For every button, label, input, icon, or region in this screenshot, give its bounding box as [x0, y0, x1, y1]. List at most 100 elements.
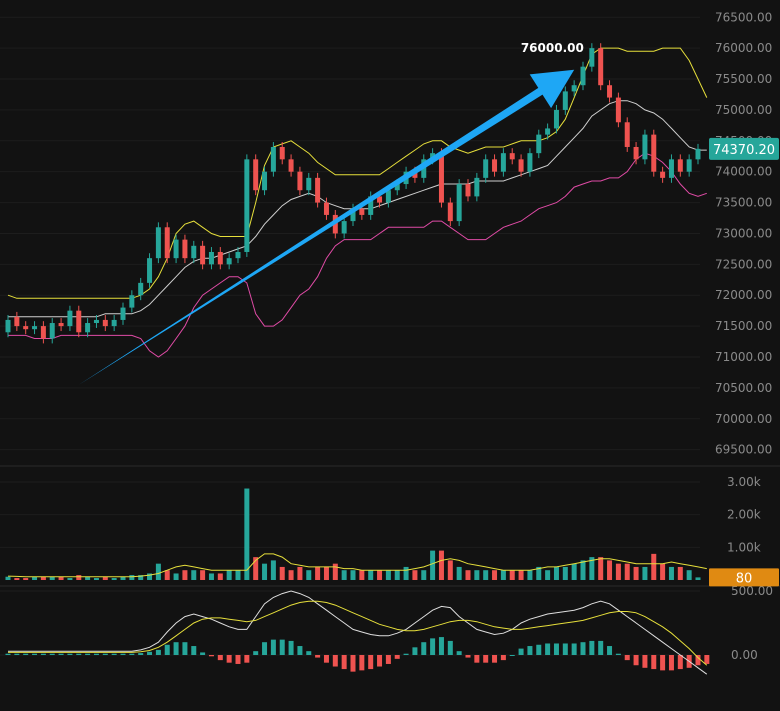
- macd-histogram-bar: [350, 655, 356, 672]
- candle-body: [315, 177, 321, 203]
- macd-histogram-bar: [633, 655, 639, 666]
- macd-histogram-bar: [120, 653, 126, 655]
- macd-histogram-bar: [49, 653, 55, 655]
- candle-body: [182, 239, 188, 259]
- macd-histogram-bar: [598, 640, 604, 655]
- candle-body: [111, 319, 117, 327]
- macd-histogram-bar: [129, 653, 135, 655]
- candle-body: [368, 196, 374, 215]
- candle-body: [492, 159, 498, 172]
- macd-histogram-bar: [253, 651, 259, 655]
- candle-body: [217, 251, 223, 265]
- candle-body: [598, 48, 604, 86]
- macd-histogram-bar: [412, 647, 418, 655]
- volume-bar: [518, 570, 524, 580]
- volume-bar: [438, 550, 444, 580]
- volume-bar: [93, 578, 99, 580]
- candle-body: [323, 202, 329, 215]
- macd-histogram-bar: [589, 640, 595, 655]
- volume-bar: [615, 563, 621, 580]
- candle-body: [447, 202, 453, 222]
- volume-bar: [323, 566, 329, 580]
- volume-bar: [598, 557, 604, 580]
- macd-histogram-bar: [155, 649, 161, 655]
- volume-bar: [102, 576, 108, 580]
- candle-body: [385, 190, 391, 203]
- volume-bar: [589, 557, 595, 580]
- candle-body: [76, 310, 82, 333]
- volume-series: [5, 488, 707, 580]
- macd-histogram-bar: [483, 655, 489, 663]
- price-tick-label: 69500.00: [715, 443, 772, 457]
- candle-body: [412, 171, 418, 178]
- macd-histogram-bar: [147, 651, 153, 655]
- macd-histogram-bar: [651, 655, 657, 670]
- lower-band-line: [8, 152, 707, 358]
- price-axis: 76500.0076000.0075500.0075000.0074500.00…: [715, 10, 773, 662]
- candle-body: [93, 319, 99, 324]
- macd-histogram-bar: [262, 642, 268, 655]
- high-annotation-label: 76000.00: [521, 41, 584, 55]
- macd-tick-label: 500.00: [731, 584, 773, 598]
- candle-body: [288, 159, 294, 172]
- macd-histogram-bar: [465, 655, 471, 658]
- volume-bar: [58, 576, 64, 580]
- volume-bar: [580, 560, 586, 580]
- price-tick-label: 72000.00: [715, 288, 772, 302]
- macd-histogram-bar: [235, 655, 241, 664]
- macd-histogram-bar: [527, 646, 533, 655]
- volume-bar: [288, 570, 294, 580]
- volume-bar: [642, 566, 648, 580]
- macd-histogram-bar: [615, 653, 621, 655]
- macd-histogram-bar: [500, 655, 506, 661]
- macd-histogram-bar: [332, 655, 338, 667]
- volume-bar: [164, 570, 170, 580]
- volume-bar: [633, 566, 639, 580]
- macd-histogram-bar: [288, 640, 294, 655]
- macd-histogram-bar: [518, 648, 524, 655]
- candle-body: [32, 326, 38, 330]
- macd-histogram-bar: [173, 642, 179, 655]
- candlestick-series: [5, 43, 701, 344]
- volume-bar: [686, 570, 692, 580]
- macd-histogram-bar: [5, 653, 11, 655]
- volume-bar: [341, 570, 347, 580]
- price-tick-label: 73000.00: [715, 226, 772, 240]
- volume-bar: [394, 570, 400, 580]
- volume-bar: [465, 570, 471, 580]
- last-volume-tag: 80: [709, 568, 779, 587]
- volume-bar: [677, 566, 683, 580]
- macd-histogram-bar: [226, 655, 232, 663]
- candle-body: [553, 109, 559, 129]
- upper-band-line: [7, 47, 708, 299]
- volume-bar: [562, 566, 568, 580]
- candle-body: [306, 177, 312, 191]
- volume-tick-label: 2.00k: [727, 508, 761, 522]
- volume-bar: [536, 566, 542, 580]
- volume-bar: [500, 570, 506, 580]
- price-tick-label: 76500.00: [715, 10, 772, 24]
- volume-bar: [651, 553, 657, 580]
- volume-bar: [430, 550, 436, 580]
- candle-body: [483, 159, 489, 178]
- volume-bar: [483, 570, 489, 580]
- macd-histogram-bar: [40, 653, 46, 655]
- macd-histogram-bar: [368, 655, 374, 670]
- candle-body: [668, 159, 674, 178]
- macd-series: [5, 590, 710, 675]
- macd-histogram-bar: [403, 653, 409, 655]
- macd-histogram-bar: [377, 655, 383, 667]
- volume-bar: [527, 570, 533, 580]
- macd-histogram-bar: [677, 655, 683, 670]
- volume-bar: [332, 563, 338, 580]
- macd-histogram-bar: [279, 639, 285, 655]
- candle-body: [465, 184, 471, 197]
- candle-body: [102, 319, 108, 327]
- volume-bar: [76, 575, 82, 580]
- macd-histogram-bar: [164, 644, 170, 655]
- candle-body: [660, 171, 666, 178]
- macd-line: [8, 590, 708, 675]
- macd-histogram-bar: [607, 646, 613, 655]
- macd-histogram-bar: [492, 655, 498, 663]
